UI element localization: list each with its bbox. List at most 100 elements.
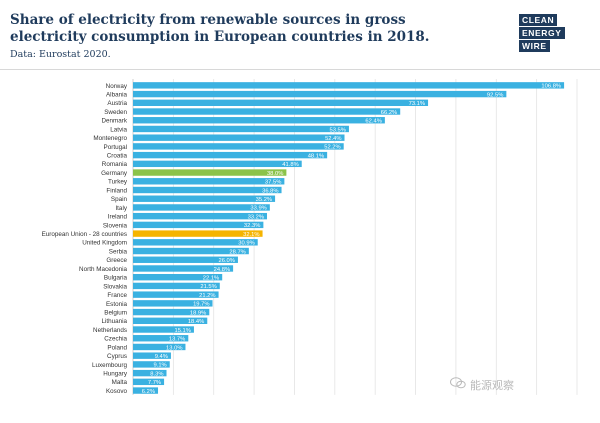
bar-slovenia bbox=[133, 221, 264, 229]
bar-portugal bbox=[133, 143, 344, 150]
bar-united-kingdom bbox=[133, 239, 258, 246]
category-label: Turkey bbox=[108, 179, 128, 186]
value-label: 53.5% bbox=[330, 127, 346, 133]
value-label: 30.9% bbox=[238, 241, 254, 247]
bar-bulgaria bbox=[133, 274, 223, 281]
value-label: 18.4% bbox=[188, 319, 204, 325]
bar-slovakia bbox=[133, 282, 220, 290]
value-label: 6.2% bbox=[142, 389, 155, 395]
value-label: 13.0% bbox=[166, 345, 182, 351]
category-label: Belgium bbox=[104, 309, 127, 316]
category-label: Poland bbox=[107, 344, 127, 351]
bar-cyprus bbox=[133, 352, 171, 359]
chart-header: Share of electricity from renewable sour… bbox=[0, 0, 600, 70]
header-divider bbox=[0, 69, 600, 70]
bar-poland bbox=[133, 343, 186, 351]
category-label: Netherlands bbox=[93, 327, 127, 334]
bar-malta bbox=[133, 378, 165, 386]
value-label: 32.1% bbox=[243, 232, 259, 238]
value-label: 37.5% bbox=[265, 180, 281, 186]
category-label: Montenegro bbox=[93, 135, 127, 142]
category-label: Lithuania bbox=[101, 318, 127, 325]
bar-czechia bbox=[133, 335, 189, 342]
bar-north-macedonia bbox=[133, 265, 234, 272]
bar-greece bbox=[133, 256, 238, 263]
value-label: 9.4% bbox=[155, 354, 168, 360]
bar-turkey bbox=[133, 178, 285, 185]
bar-netherlands bbox=[133, 326, 194, 333]
category-label: Slovenia bbox=[103, 222, 128, 229]
bar-finland bbox=[133, 186, 282, 194]
bar-romania bbox=[133, 160, 302, 168]
watermark-text: 能源观察 bbox=[470, 379, 514, 392]
category-label: Cyprus bbox=[107, 353, 127, 360]
logo-line-2: ENERGY bbox=[519, 27, 565, 39]
value-label: 52.2% bbox=[324, 145, 340, 151]
value-label: 28.7% bbox=[229, 249, 245, 255]
bar-germany bbox=[133, 169, 287, 176]
category-label: Germany bbox=[101, 170, 128, 177]
bar-denmark bbox=[133, 117, 385, 124]
bar-luxembourg bbox=[133, 361, 170, 368]
value-label: 36.8% bbox=[262, 188, 278, 194]
category-label: Kosovo bbox=[106, 388, 128, 395]
category-label: United Kingdom bbox=[82, 240, 127, 247]
category-label: Italy bbox=[115, 205, 127, 212]
value-label: 21.2% bbox=[199, 293, 215, 299]
value-label: 18.9% bbox=[190, 310, 206, 316]
value-label: 8.3% bbox=[150, 371, 163, 377]
category-label: North Macedonia bbox=[79, 266, 127, 273]
chart-area: Norway 106.8% Albania 92.5% Austria 73.1% Swed… bbox=[0, 70, 600, 423]
value-label: 48.1% bbox=[308, 153, 324, 159]
value-label: 15.1% bbox=[175, 328, 191, 334]
bar-montenegro bbox=[133, 134, 345, 141]
category-label: Bulgaria bbox=[104, 275, 128, 282]
bar-belgium bbox=[133, 308, 210, 316]
value-label: 22.1% bbox=[203, 276, 219, 282]
bar-france bbox=[133, 291, 219, 298]
category-label: Czechia bbox=[104, 336, 127, 343]
bar-sweden bbox=[133, 108, 401, 115]
category-label: Greece bbox=[106, 257, 127, 264]
category-label: Norway bbox=[106, 83, 128, 90]
value-label: 7.7% bbox=[148, 380, 161, 386]
bar-spain bbox=[133, 195, 276, 202]
value-label: 21.5% bbox=[200, 284, 216, 290]
category-label: France bbox=[107, 292, 127, 299]
category-label: Ireland bbox=[108, 214, 128, 221]
bar-latvia bbox=[133, 125, 349, 133]
clean-energy-wire-logo: CLEAN ENERGY WIRE bbox=[519, 14, 569, 53]
category-label: Latvia bbox=[110, 126, 127, 133]
category-label: Slovakia bbox=[103, 283, 127, 290]
value-label: 9.1% bbox=[154, 363, 167, 369]
value-label: 26.0% bbox=[219, 258, 235, 264]
value-label: 24.8% bbox=[214, 267, 230, 273]
value-label: 106.8% bbox=[541, 84, 561, 90]
bar-albania bbox=[133, 90, 507, 98]
category-label: Sweden bbox=[104, 109, 127, 116]
bar-norway bbox=[133, 82, 565, 89]
bar-kosovo bbox=[133, 387, 159, 394]
value-label: 41.8% bbox=[282, 162, 298, 168]
category-label: Luxembourg bbox=[92, 362, 128, 369]
bar-croatia bbox=[133, 151, 328, 159]
category-label: Hungary bbox=[103, 371, 128, 378]
value-label: 52.4% bbox=[325, 136, 341, 142]
category-label: Albania bbox=[106, 91, 128, 98]
category-label: Portugal bbox=[104, 144, 127, 151]
chart-title: Share of electricity from renewable sour… bbox=[10, 12, 430, 45]
value-label: 13.7% bbox=[169, 337, 185, 343]
category-label: Malta bbox=[112, 379, 128, 386]
category-label: Romania bbox=[102, 161, 128, 168]
value-label: 92.5% bbox=[487, 92, 503, 98]
category-label: European Union - 28 countries bbox=[42, 231, 127, 238]
bar-hungary bbox=[133, 369, 167, 377]
category-label: Austria bbox=[107, 100, 127, 107]
value-label: 33.9% bbox=[250, 206, 266, 212]
bar-lithuania bbox=[133, 317, 208, 324]
bar-estonia bbox=[133, 300, 213, 307]
value-label: 66.2% bbox=[381, 110, 397, 116]
value-label: 33.2% bbox=[248, 214, 264, 220]
category-label: Spain bbox=[111, 196, 128, 203]
value-label: 38.0% bbox=[267, 171, 283, 177]
